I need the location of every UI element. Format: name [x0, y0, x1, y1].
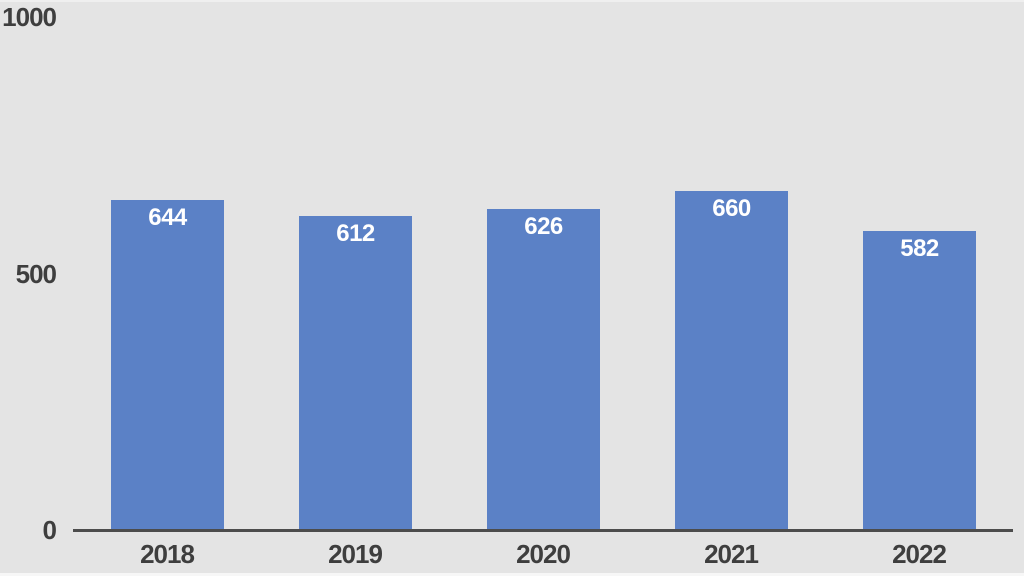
bar-2021: 660: [675, 191, 788, 530]
x-axis-tick-label: 2018: [140, 539, 195, 569]
x-axis-tick-label: 2020: [516, 539, 571, 569]
y-axis-tick-label: 1000: [2, 2, 57, 32]
top-edge-strip: [0, 0, 1024, 2]
bar-2019: 612: [299, 216, 412, 530]
x-axis-tick-label: 2021: [704, 539, 759, 569]
bar-value-label: 626: [524, 213, 563, 240]
bar-value-label: 612: [336, 220, 375, 247]
x-axis-tick-label: 2022: [892, 539, 947, 569]
bar-value-label: 582: [900, 235, 939, 262]
bar-value-label: 644: [148, 204, 187, 231]
bar-2022: 582: [863, 231, 976, 530]
bottom-edge-strip: [0, 573, 1024, 576]
y-axis-tick-label: 500: [15, 258, 57, 289]
bar-2018: 644: [111, 200, 224, 530]
x-axis-line: [73, 529, 1013, 532]
bar-value-label: 660: [712, 195, 751, 222]
y-axis-tick-label: 0: [42, 515, 57, 545]
x-axis-tick-label: 2019: [328, 539, 383, 569]
bar-2020: 626: [487, 209, 600, 530]
